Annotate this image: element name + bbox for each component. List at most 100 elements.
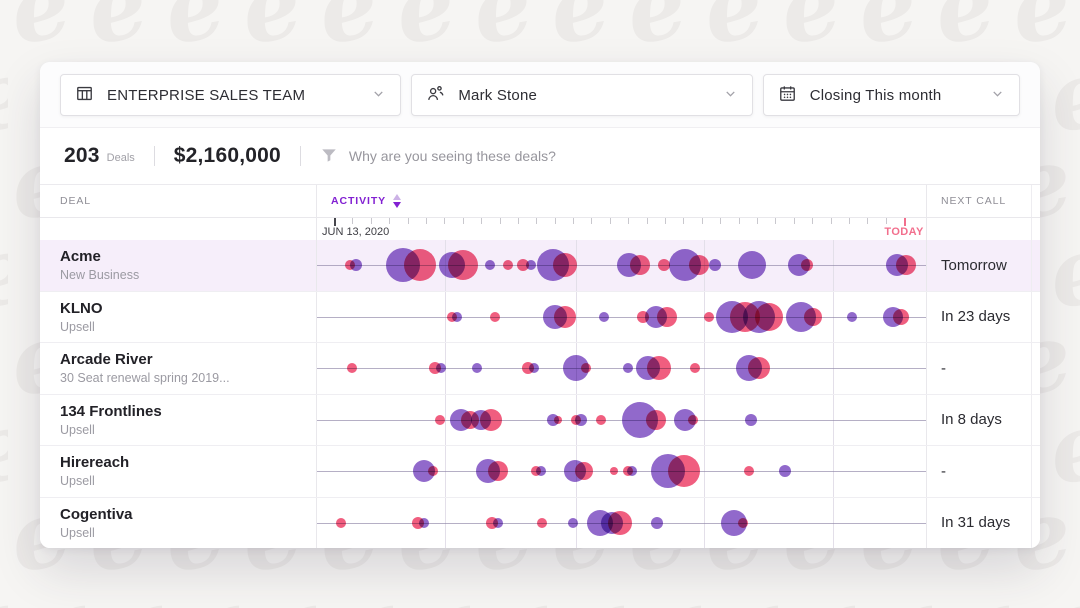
table-row-hirereach[interactable]: Hirereach Upsell -: [40, 446, 1040, 498]
activity-bubble[interactable]: [609, 467, 618, 476]
activity-bubble[interactable]: [427, 466, 438, 477]
table-row-cogentiva[interactable]: Cogentiva Upsell In 31 days: [40, 497, 1040, 548]
activity-bubble[interactable]: [847, 311, 858, 322]
activity-bubble[interactable]: [554, 305, 577, 328]
day-tick: [407, 218, 409, 224]
activity-bubble[interactable]: [627, 466, 638, 477]
table-row-klno[interactable]: KLNO Upsell In 23 days: [40, 291, 1040, 343]
day-tick: [848, 218, 850, 224]
activity-bubble[interactable]: [471, 363, 482, 374]
activity-bubble[interactable]: [630, 255, 651, 276]
activity-bubble[interactable]: [447, 250, 478, 281]
activity-bubble[interactable]: [895, 255, 916, 276]
activity-bubble[interactable]: [435, 363, 446, 374]
closing-filter-dropdown[interactable]: Closing This month: [762, 74, 1021, 116]
activity-sort-control[interactable]: [393, 194, 402, 208]
activity-bubble[interactable]: [893, 308, 910, 325]
activity-bubble[interactable]: [435, 414, 446, 425]
activity-bubble[interactable]: [709, 259, 722, 272]
deal-name[interactable]: Hirereach: [60, 454, 130, 471]
activity-bubble[interactable]: [801, 259, 814, 272]
activity-bubble[interactable]: [779, 465, 792, 478]
activity-bubble[interactable]: [502, 260, 513, 271]
day-tick: [720, 218, 722, 224]
activity-bubble[interactable]: [667, 455, 700, 488]
day-tick: [812, 218, 814, 224]
owner-filter-dropdown[interactable]: Mark Stone: [411, 74, 753, 116]
activity-bubble[interactable]: [492, 517, 503, 528]
activity-bubble[interactable]: [489, 311, 500, 322]
day-tick: [352, 218, 354, 224]
activity-bubble[interactable]: [528, 363, 539, 374]
table-row-134-frontlines[interactable]: 134 Frontlines Upsell In 8 days: [40, 394, 1040, 446]
activity-bubble[interactable]: [804, 307, 823, 326]
table-row-arcade-river[interactable]: Arcade River 30 Seat renewal spring 2019.…: [40, 343, 1040, 395]
activity-bubble[interactable]: [568, 517, 579, 528]
activity-timeline: [317, 343, 927, 394]
activity-bubble[interactable]: [738, 251, 767, 280]
activity-bubble[interactable]: [688, 414, 699, 425]
funnel-filter-icon: [320, 146, 338, 167]
day-tick: [536, 218, 538, 224]
owner-filter-label: Mark Stone: [458, 86, 538, 104]
activity-bubble[interactable]: [656, 306, 677, 327]
activity-bubble[interactable]: [346, 363, 357, 374]
activity-bubble[interactable]: [479, 408, 502, 431]
activity-bubble[interactable]: [349, 259, 362, 272]
table-row-acme[interactable]: Acme New Business Tomorrow: [40, 240, 1040, 292]
activity-bubble[interactable]: [452, 311, 463, 322]
deal-name[interactable]: Acme: [60, 248, 101, 265]
activity-bubble[interactable]: [651, 516, 664, 529]
activity-bubble[interactable]: [344, 260, 355, 271]
activity-bubble[interactable]: [745, 413, 758, 426]
day-tick: [481, 218, 483, 224]
activity-bubble[interactable]: [755, 302, 784, 331]
activity-bubble[interactable]: [535, 466, 546, 477]
activity-bubble[interactable]: [748, 357, 771, 380]
activity-bubble[interactable]: [595, 414, 606, 425]
deal-name[interactable]: Cogentiva: [60, 505, 133, 523]
activity-bubble[interactable]: [553, 415, 562, 424]
pipeline-amount: $2,160,000: [173, 144, 281, 167]
activity-bubble[interactable]: [674, 408, 697, 431]
deal-name[interactable]: 134 Frontlines: [60, 402, 162, 420]
activity-bubble[interactable]: [738, 517, 749, 528]
activity-bubble[interactable]: [575, 462, 594, 481]
table-body: Acme New Business Tomorrow KLNO Upsell In 23 …: [40, 240, 1040, 548]
activity-bubble[interactable]: [418, 517, 429, 528]
why-deals-hint[interactable]: Why are you seeing these deals?: [320, 146, 556, 167]
activity-bubble[interactable]: [704, 311, 715, 322]
day-tick: [628, 218, 630, 224]
activity-bubble[interactable]: [658, 259, 671, 272]
activity-bubble[interactable]: [403, 249, 436, 282]
activity-bubble[interactable]: [446, 311, 457, 322]
activity-bubble[interactable]: [608, 510, 633, 535]
day-tick: [425, 218, 427, 224]
activity-timeline: [317, 497, 927, 548]
activity-bubble[interactable]: [574, 413, 587, 426]
activity-bubble[interactable]: [689, 255, 710, 276]
activity-bubble[interactable]: [689, 363, 700, 374]
activity-bubble[interactable]: [525, 260, 536, 271]
activity-bubble[interactable]: [645, 409, 666, 430]
day-tick: [885, 218, 887, 224]
calendar-icon: [778, 84, 797, 107]
activity-bubble[interactable]: [599, 311, 610, 322]
activity-timeline: [317, 240, 927, 291]
next-call-column-header: NEXT CALL: [927, 185, 1032, 217]
activity-bubble[interactable]: [553, 253, 578, 278]
activity-bubble[interactable]: [744, 466, 755, 477]
team-filter-dropdown[interactable]: ENTERPRISE SALES TEAM: [60, 74, 402, 116]
activity-bubble[interactable]: [412, 460, 435, 483]
activity-bubble[interactable]: [487, 461, 508, 482]
activity-bubble[interactable]: [622, 363, 633, 374]
activity-bubble[interactable]: [335, 517, 346, 528]
next-call-cell: In 31 days: [927, 497, 1032, 548]
activity-bubble[interactable]: [484, 260, 495, 271]
activity-bubble[interactable]: [580, 363, 591, 374]
activity-bubble[interactable]: [536, 517, 547, 528]
activity-bubble[interactable]: [646, 356, 671, 381]
why-deals-hint-text: Why are you seeing these deals?: [348, 148, 556, 164]
deal-name[interactable]: KLNO: [60, 299, 103, 317]
deal-name[interactable]: Arcade River: [60, 351, 153, 368]
